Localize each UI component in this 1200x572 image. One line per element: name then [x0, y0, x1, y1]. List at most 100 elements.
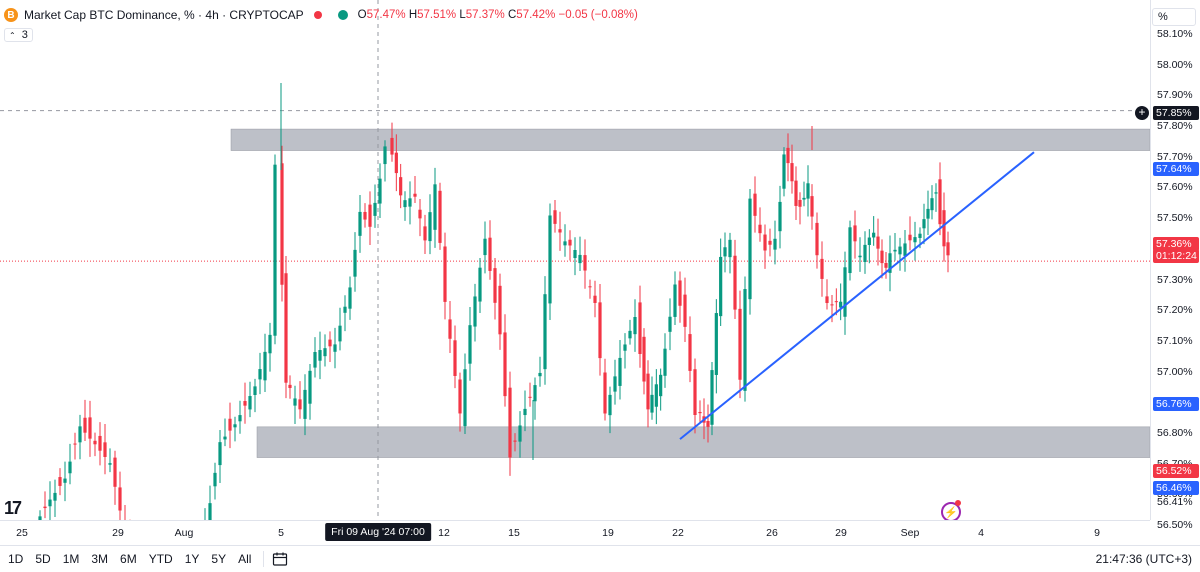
candle-body [488, 237, 492, 271]
time-tick-label: 19 [602, 527, 614, 539]
candle-body [733, 255, 737, 310]
timeframe-button-1m[interactable]: 1M [62, 552, 80, 566]
candle-body [368, 204, 372, 227]
candle-body [678, 280, 682, 306]
timeframe-button-all[interactable]: All [238, 552, 252, 566]
candle-body [946, 242, 950, 256]
candle-body [353, 249, 357, 277]
candle-body [888, 253, 892, 273]
timeframe-button-6m[interactable]: 6M [120, 552, 137, 566]
candlestick-chart[interactable] [0, 0, 1150, 520]
time-tick-label: 29 [112, 527, 124, 539]
candle-body [558, 229, 562, 233]
price-tick-label: 56.50% [1157, 519, 1193, 532]
candle-body [834, 301, 838, 303]
time-axis[interactable]: 25 29 Aug 5 12 15 19 22 26 29 Sep 4 9 Fri 09 Aug '24 … [0, 520, 1150, 545]
time-tick-label: 4 [978, 527, 984, 539]
candle-body [508, 387, 512, 458]
notification-dot [955, 500, 961, 506]
candle-body [523, 408, 527, 416]
candle-body [83, 417, 87, 433]
price-axis[interactable]: 58.10% 58.00% 57.90% 57.80% 57.70% 57.60% 57.5… [1150, 0, 1200, 531]
candle-body [333, 344, 337, 352]
chevron-down-icon: ⌃ [9, 30, 16, 40]
candle-body [782, 154, 786, 189]
candle-body [830, 304, 834, 306]
candle-body [867, 237, 871, 245]
candle-body [323, 348, 327, 357]
red-level-tag: 56.52% [1153, 464, 1199, 478]
timeframe-button-1y[interactable]: 1Y [184, 552, 200, 566]
candle-body [343, 306, 347, 313]
price-tick-label: 58.00% [1157, 58, 1193, 71]
candle-body [748, 198, 752, 300]
candle-body [646, 373, 650, 410]
candle-body [843, 267, 847, 317]
candle-body [893, 249, 897, 252]
calendar-range-icon[interactable] [272, 551, 288, 567]
candle-body [394, 152, 398, 174]
candle-body [786, 147, 790, 164]
low-value: 57.37% [465, 9, 505, 21]
chart-pane[interactable]: B Market Cap BTC Dominance, % · 4h · CRY… [0, 0, 1150, 520]
timeframe-button-5y[interactable]: 5Y [211, 552, 227, 566]
candle-body [706, 420, 710, 427]
candle-body [815, 222, 819, 256]
candle-body [243, 401, 247, 406]
candle-body [108, 463, 112, 465]
price-tick-label: 57.70% [1157, 150, 1193, 163]
lightning-icon[interactable]: ⚡ [941, 502, 961, 520]
candle-body [794, 180, 798, 206]
candle-body [563, 241, 567, 246]
candle-body [63, 478, 67, 483]
symbol-title[interactable]: Market Cap BTC Dominance, % · 4h · CRYPT… [24, 8, 304, 22]
candle-body [113, 457, 117, 487]
candle-body [93, 440, 97, 445]
trendline-price-tag: 57.64% [1153, 162, 1199, 176]
candle-body [248, 396, 252, 410]
candle-body [714, 313, 718, 375]
candle-body [903, 243, 907, 256]
time-tick-label: 29 [835, 527, 847, 539]
timeframe-button-5d[interactable]: 5D [35, 552, 51, 566]
candle-body [399, 177, 403, 196]
high-value: 57.51% [417, 9, 457, 21]
candle-body [719, 256, 723, 317]
candle-body [623, 344, 627, 351]
candle-body [408, 198, 412, 207]
timeframe-button-3m[interactable]: 3M [91, 552, 109, 566]
candle-body [358, 211, 362, 236]
candle-body [638, 302, 642, 354]
indicators-toggle-button[interactable]: ⌃ 3 [4, 28, 33, 42]
candle-body [728, 239, 732, 258]
clock-timezone[interactable]: 21:47:36 (UTC+3) [1095, 552, 1192, 566]
price-tick-label: 57.90% [1157, 89, 1193, 102]
candle-body [78, 426, 82, 443]
candle-body [548, 215, 552, 304]
candle-body [930, 198, 934, 211]
timeframe-button-1d[interactable]: 1D [8, 552, 24, 566]
tradingview-logo-icon[interactable]: 17 [4, 498, 22, 518]
plus-circle-icon[interactable]: + [1135, 106, 1149, 120]
time-tick-label: 5 [278, 527, 284, 539]
candle-body [413, 193, 417, 197]
candle-body [583, 255, 587, 271]
candle-body [683, 294, 687, 327]
time-tick-label: 12 [438, 527, 450, 539]
candle-body [753, 193, 757, 216]
candle-body [73, 443, 77, 445]
candle-body [538, 372, 542, 377]
candle-body [880, 250, 884, 264]
candle-body [908, 234, 912, 241]
candle-body [710, 370, 714, 425]
candle-body [268, 334, 272, 354]
scale-mode-button[interactable]: % [1152, 8, 1196, 26]
candle-body [493, 268, 497, 303]
timeframe-button-ytd[interactable]: YTD [148, 552, 173, 566]
price-tick-label: 56.80% [1157, 427, 1193, 439]
candle-body [628, 330, 632, 339]
close-value: 57.42% [516, 9, 556, 21]
blue-level-tag: 56.46% [1153, 481, 1199, 495]
candle-body [723, 247, 727, 257]
candle-body [693, 369, 697, 415]
